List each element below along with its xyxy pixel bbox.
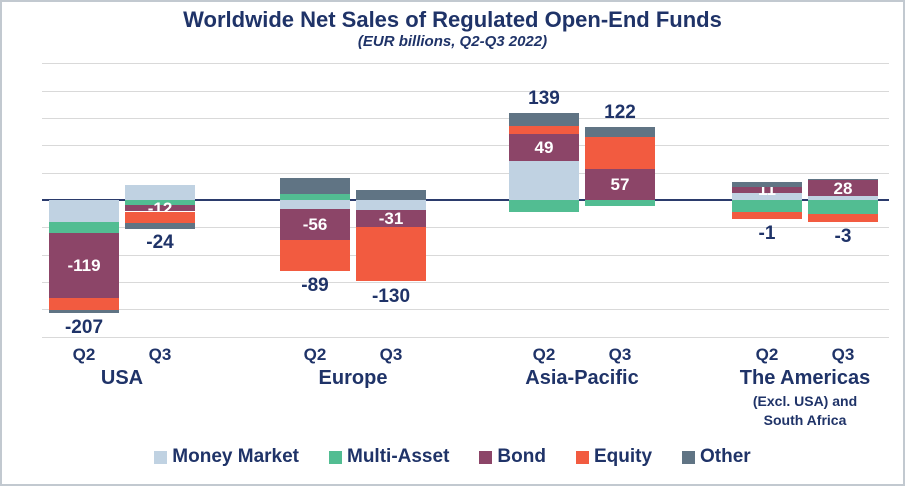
bar-segment-bond [509, 133, 579, 161]
quarter-label: Q2 [72, 345, 96, 364]
bar-segment-multi-asset [49, 221, 119, 233]
quarter-label: Q3 [608, 345, 632, 364]
gridline [42, 145, 889, 147]
bar-segment-money-market [356, 200, 426, 210]
chart-subtitle: (EUR billions, Q2-Q3 2022) [357, 33, 548, 50]
bar-segment-equity [585, 137, 655, 169]
quarter-label: Q2 [532, 345, 556, 364]
bar-segment-bond [808, 180, 878, 196]
legend-swatch-icon [329, 450, 342, 464]
bar-segment-multi-asset [509, 200, 579, 212]
segment-value-label: 49 [534, 137, 554, 157]
group-label: The Americas [739, 367, 871, 389]
bar-segment-other [125, 223, 195, 229]
bar-segment-multi-asset [808, 200, 878, 215]
bar-segment-other [732, 182, 802, 187]
bar-segment-money-market [49, 200, 119, 222]
quarter-label: Q2 [303, 345, 327, 364]
bar-segment-other [808, 179, 878, 181]
bar-segment-multi-asset [125, 200, 195, 205]
bar-segment-bond [585, 168, 655, 200]
legend-item-bond: Bond [479, 446, 546, 468]
bar-segment-multi-asset [585, 200, 655, 206]
group-label: Europe [318, 367, 388, 389]
group-label: USA [100, 367, 144, 389]
quarter-label: Q3 [379, 345, 403, 364]
group-label: Asia-Pacific [525, 367, 639, 389]
legend: Money Market Multi-Asset Bond Equity Other [2, 446, 903, 468]
group-sublabel: (Excl. USA) and [752, 393, 858, 409]
gridline [42, 172, 889, 174]
quarter-label: Q3 [148, 345, 172, 364]
legend-swatch-icon [479, 450, 493, 464]
legend-item-other: Other [682, 446, 751, 468]
bar-total-label: -24 [146, 232, 174, 254]
gridline [42, 118, 889, 119]
bar-segment-money-market [732, 192, 802, 200]
bar-segment-equity [808, 214, 878, 223]
bar-segment-multi-asset [280, 194, 350, 200]
bar-segment-equity [356, 226, 426, 282]
bar-segment-money-market [808, 195, 878, 200]
gridline [42, 227, 889, 229]
bar-segment-other [585, 127, 655, 138]
legend-item-multi-asset: Multi-Asset [329, 446, 449, 468]
zero-axis-line [42, 199, 889, 201]
segment-value-label: -119 [67, 255, 101, 275]
bar-segment-money-market [280, 200, 350, 210]
bar-segment-equity [280, 239, 350, 272]
bar-segment-equity [49, 297, 119, 310]
segment-value-label: 28 [833, 178, 853, 198]
gridline [42, 309, 889, 311]
bar-segment-multi-asset [732, 200, 802, 212]
bar-segment-money-market [125, 184, 195, 200]
bar-segment-other [356, 189, 426, 200]
segment-value-label: -56 [302, 215, 328, 235]
bar-total-label: -3 [834, 226, 852, 248]
bar-segment-bond [125, 204, 195, 212]
segment-value-label: 57 [610, 174, 630, 194]
bar-segment-equity [509, 126, 579, 134]
legend-label: Money Market [172, 446, 299, 467]
bar-total-label: -207 [64, 317, 104, 339]
bar-total-label: -89 [301, 275, 329, 297]
quarter-label: Q3 [831, 345, 855, 364]
bar-segment-other [509, 112, 579, 127]
segment-value-label: -31 [378, 208, 404, 228]
legend-item-equity: Equity [575, 446, 653, 468]
bar-segment-bond [280, 209, 350, 240]
quarter-label: Q2 [755, 345, 779, 364]
group-sublabel: South Africa [763, 412, 847, 428]
bar-total-label: 139 [528, 87, 560, 109]
legend-label: Multi-Asset [347, 446, 450, 467]
legend-swatch-icon [154, 450, 168, 464]
bar-total-label: 122 [604, 102, 636, 124]
legend-swatch-icon [682, 450, 696, 464]
gridline [42, 254, 889, 256]
legend-swatch-icon [575, 450, 589, 464]
legend-label: Bond [497, 446, 546, 467]
gridline [42, 282, 889, 283]
bar-segment-other [49, 309, 119, 314]
gridline [42, 336, 889, 338]
bar-total-label: -130 [371, 285, 411, 307]
chart-title: Worldwide Net Sales of Regulated Open-En… [183, 7, 722, 32]
bar-segment-bond [732, 186, 802, 193]
bar-segment-equity [732, 212, 802, 219]
bar-total-label: -1 [758, 222, 776, 244]
bar-segment-other [280, 177, 350, 194]
legend-item-money-market: Money Market [154, 446, 299, 468]
bar-segment-bond [49, 232, 119, 298]
bar-segment-money-market [509, 160, 579, 200]
bar-segment-equity [125, 211, 195, 223]
bar-segment-bond [356, 209, 426, 227]
legend-label: Other [700, 446, 751, 467]
gridline [42, 90, 889, 92]
gridline [42, 63, 889, 65]
legend-label: Equity [593, 446, 653, 467]
